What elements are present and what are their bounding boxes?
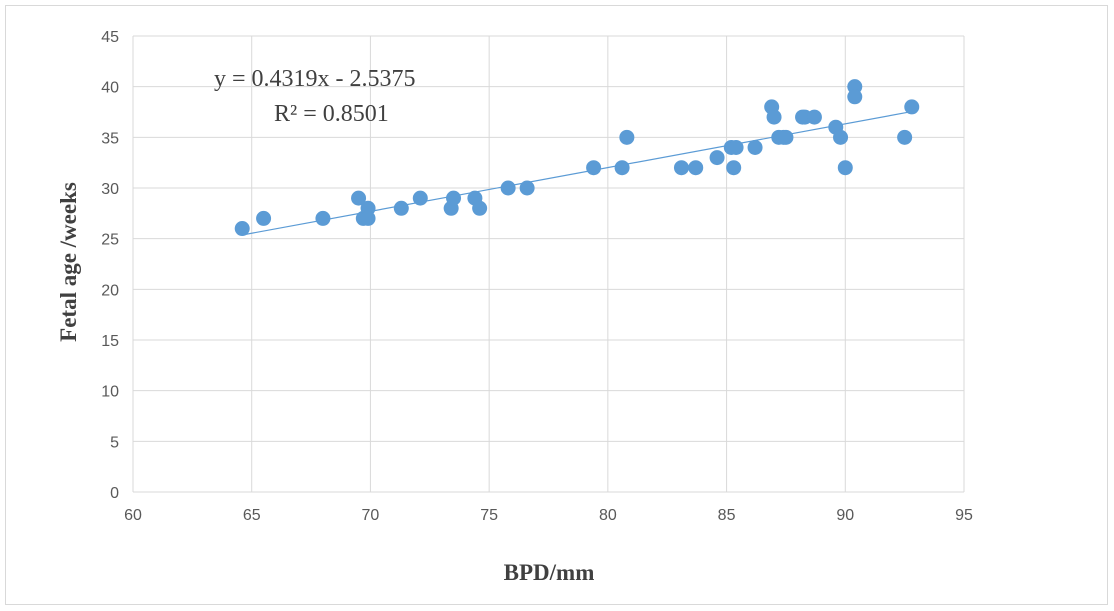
- data-point: [728, 139, 744, 155]
- data-point: [519, 180, 535, 196]
- x-tick-label: 80: [599, 507, 617, 524]
- x-tick-label: 65: [243, 507, 261, 524]
- data-point: [806, 109, 822, 125]
- data-point: [446, 190, 462, 206]
- y-tick-label: 30: [101, 181, 119, 198]
- y-tick-label: 25: [101, 232, 119, 249]
- data-point: [904, 99, 920, 115]
- data-point: [234, 221, 250, 237]
- data-point: [315, 210, 331, 226]
- x-tick-label: 60: [124, 507, 142, 524]
- y-axis-title: Fetal age /weeks: [56, 182, 81, 342]
- y-tick-label: 20: [101, 282, 119, 299]
- axes: 0 5 10 15 20 25 30 35 40 45 60 65 70 75 80 85 90 95: [101, 29, 973, 524]
- data-point: [837, 160, 853, 176]
- y-tick-label: 35: [101, 130, 119, 147]
- y-tick-label: 45: [101, 29, 119, 46]
- x-tick-label: 70: [362, 507, 380, 524]
- data-point: [709, 150, 725, 166]
- gridlines: [133, 35, 965, 492]
- data-point: [412, 190, 428, 206]
- data-point: [360, 210, 376, 226]
- chart-area: 0 5 10 15 20 25 30 35 40 45 60 65 70 75 80 85 90 95 y = 0…: [5, 5, 1108, 605]
- data-point: [619, 129, 635, 145]
- data-point: [747, 139, 763, 155]
- y-tick-label: 15: [101, 333, 119, 350]
- y-tick-label: 10: [101, 384, 119, 401]
- data-point: [586, 160, 602, 176]
- x-tick-label: 85: [718, 507, 736, 524]
- trendline-equation: y = 0.4319x - 2.5375: [214, 66, 416, 92]
- data-point: [778, 129, 794, 145]
- x-tick-label: 75: [480, 507, 498, 524]
- data-point: [766, 109, 782, 125]
- data-point: [256, 210, 272, 226]
- data-point: [726, 160, 742, 176]
- y-tick-label: 5: [110, 434, 119, 451]
- trendline-r-squared: R² = 0.8501: [274, 101, 389, 127]
- data-point: [833, 129, 849, 145]
- y-tick-label: 40: [101, 80, 119, 97]
- data-point: [673, 160, 689, 176]
- trendline: [242, 110, 912, 236]
- y-tick-label: 0: [110, 485, 119, 502]
- x-tick-label: 90: [836, 507, 854, 524]
- data-point: [393, 200, 409, 216]
- data-point: [614, 160, 630, 176]
- data-points: [234, 79, 920, 237]
- data-point: [500, 180, 516, 196]
- data-point: [897, 129, 913, 145]
- trendline-group: [242, 110, 912, 236]
- data-point: [688, 160, 704, 176]
- data-point: [847, 89, 863, 105]
- x-tick-label: 95: [955, 507, 973, 524]
- x-axis-title: BPD/mm: [504, 560, 595, 585]
- scatter-chart: 0 5 10 15 20 25 30 35 40 45 60 65 70 75 80 85 90 95 y = 0…: [56, 29, 973, 585]
- data-point: [472, 200, 488, 216]
- labels: y = 0.4319x - 2.5375 R² = 0.8501 BPD/mm …: [56, 66, 594, 585]
- data-point: [351, 190, 367, 206]
